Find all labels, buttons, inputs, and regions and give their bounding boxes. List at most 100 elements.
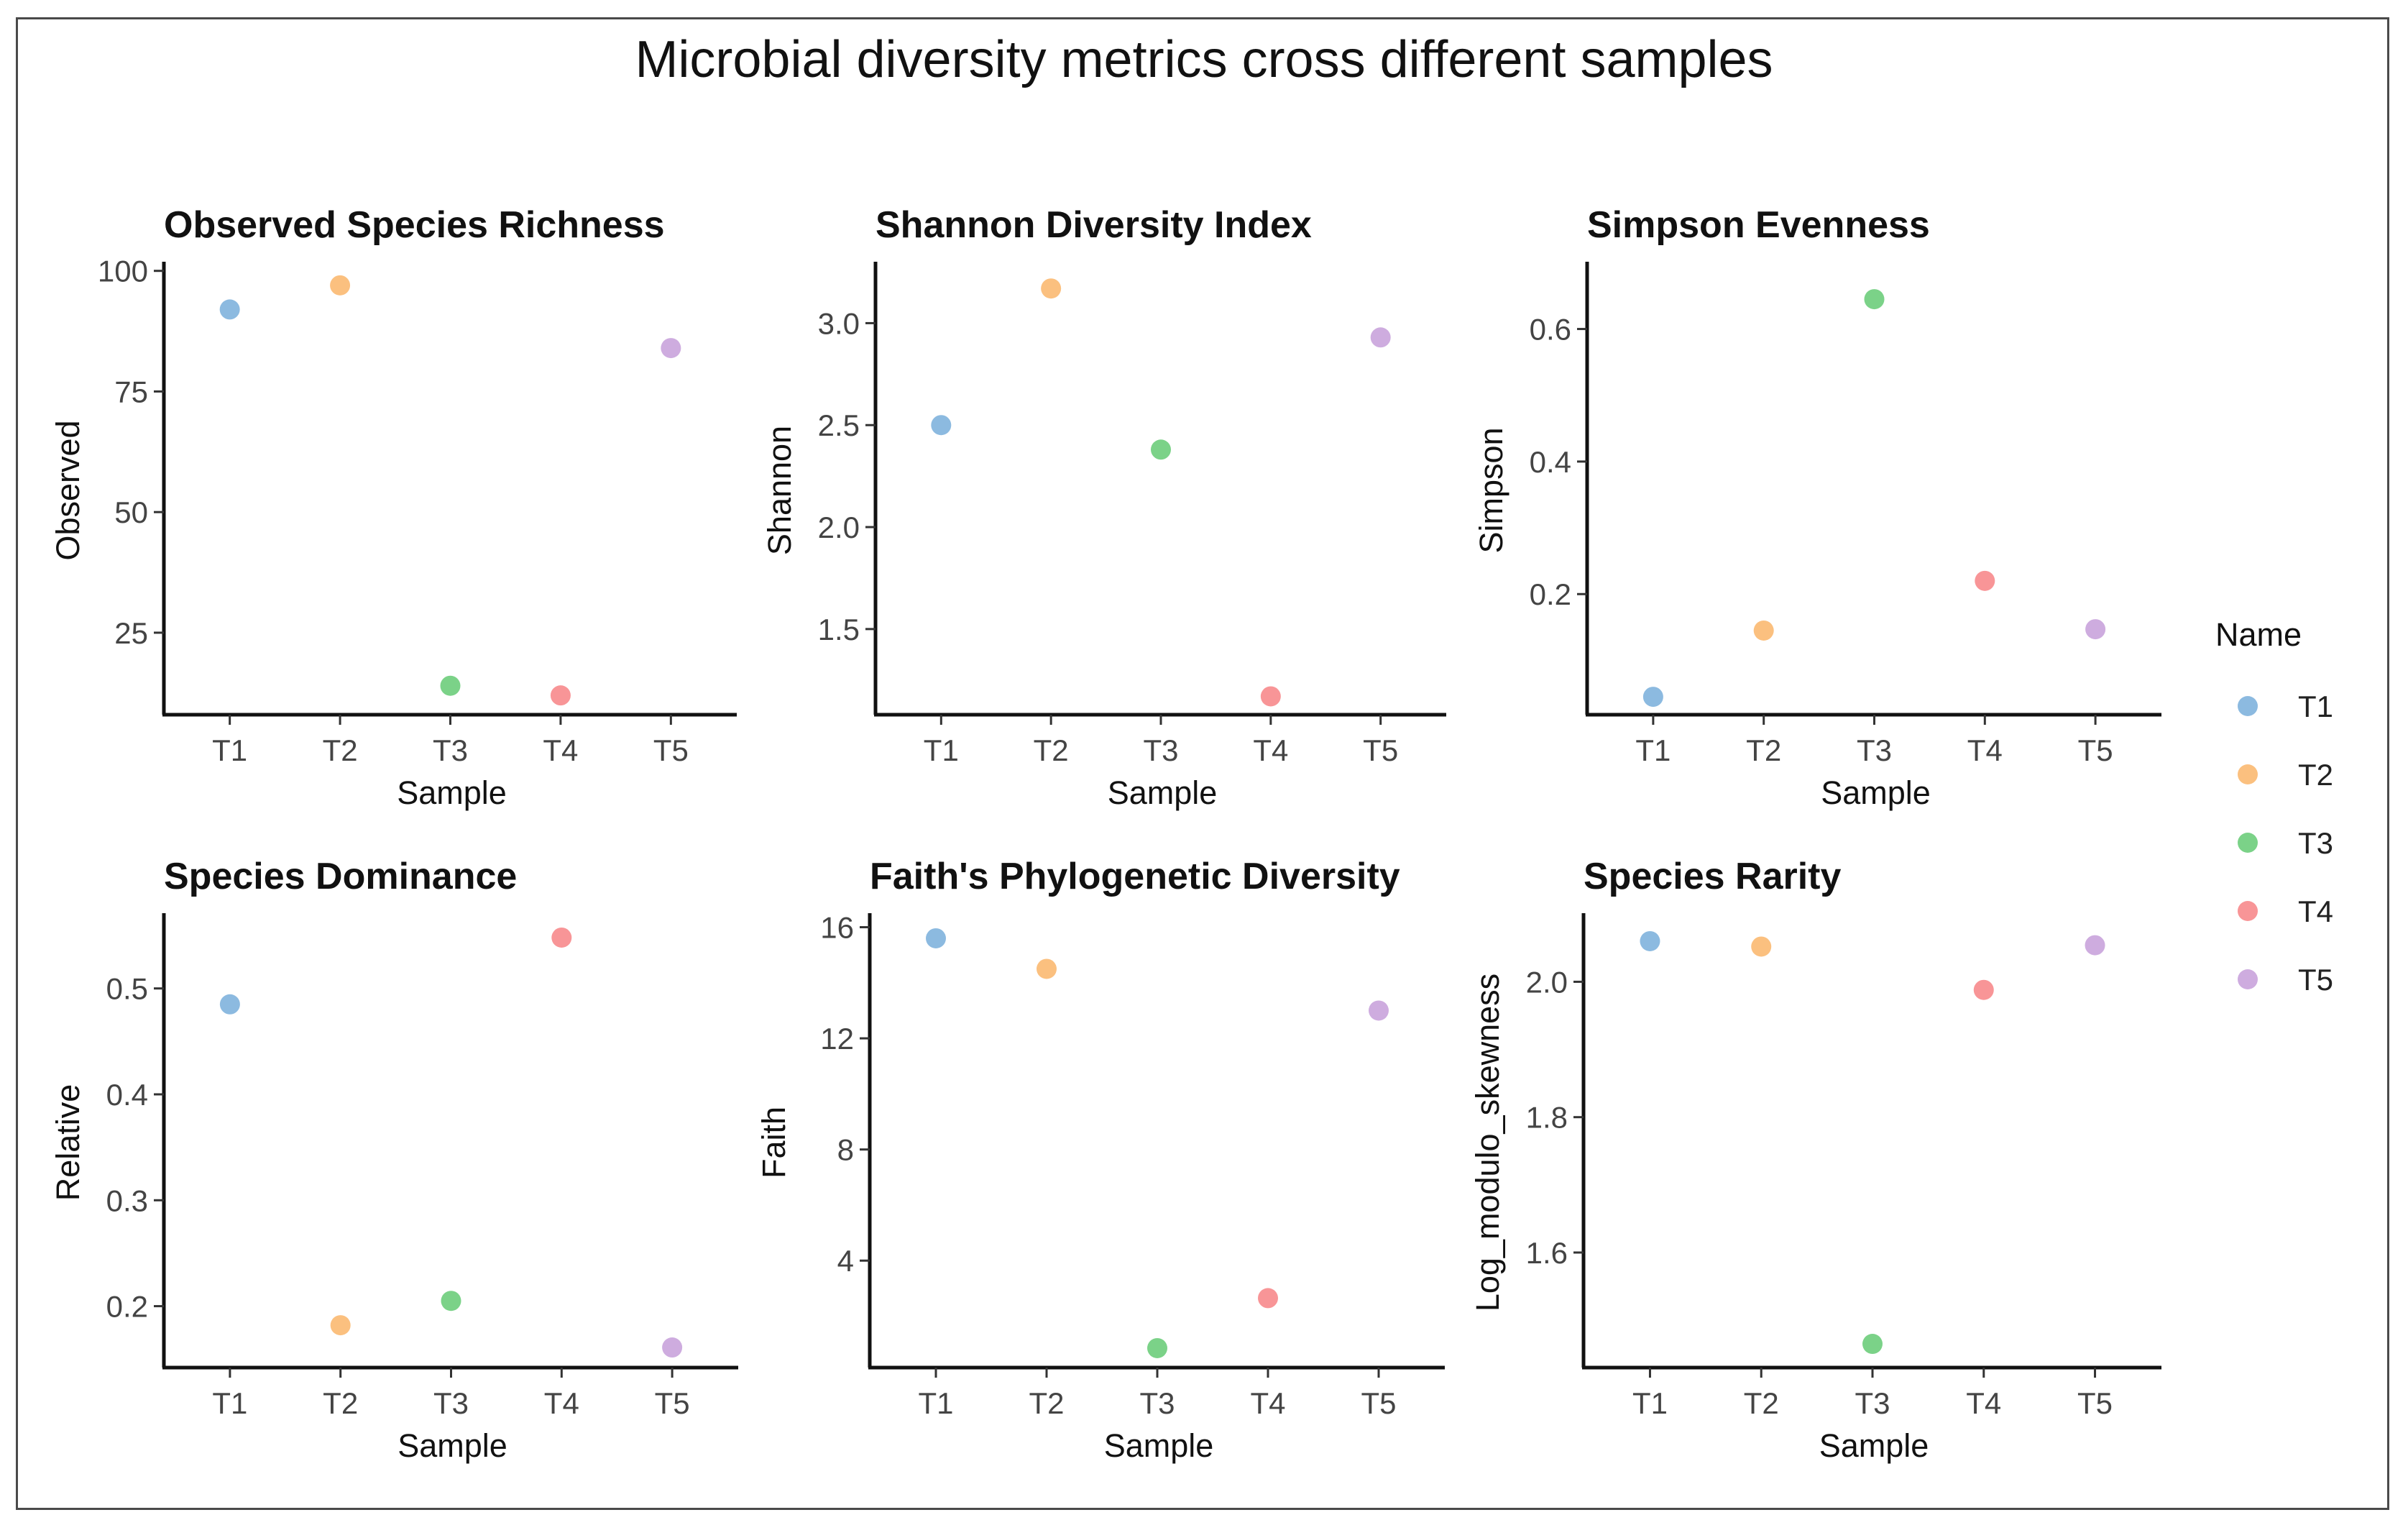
x-tick-label: T3 bbox=[433, 1386, 469, 1420]
data-point-t4 bbox=[1260, 686, 1281, 707]
y-tick-label: 1.8 bbox=[1526, 1101, 1568, 1135]
data-point-t3 bbox=[1864, 289, 1885, 310]
legend-key-t5 bbox=[2238, 969, 2258, 989]
y-tick-label: 75 bbox=[114, 375, 148, 408]
x-axis-title: Sample bbox=[397, 1427, 507, 1464]
x-tick-label: T2 bbox=[1746, 733, 1781, 767]
x-tick-label: T1 bbox=[212, 733, 247, 767]
y-tick-label: 3.0 bbox=[818, 306, 860, 340]
data-point-t5 bbox=[2085, 619, 2106, 640]
x-tick-label: T1 bbox=[212, 1386, 247, 1420]
panel-3: Simpson Evenness 0.2 0.4 0.6 T1 T2 T3 T4 T5 Sampl… bbox=[1473, 204, 2161, 811]
data-point-t5 bbox=[1369, 1000, 1389, 1021]
x-tick-label: T4 bbox=[1250, 1386, 1285, 1420]
data-point-t1 bbox=[1640, 930, 1660, 951]
legend-key-t2 bbox=[2238, 764, 2258, 784]
y-axis-title: Log_modulo_skewness bbox=[1469, 974, 1506, 1312]
x-axis-title: Sample bbox=[1819, 1427, 1929, 1464]
figure-title: Microbial diversity metrics cross differ… bbox=[635, 31, 1773, 88]
data-point-t5 bbox=[1370, 327, 1391, 348]
x-tick-label: T2 bbox=[323, 1386, 358, 1420]
y-tick-label: 4 bbox=[837, 1244, 854, 1278]
y-tick-label: 25 bbox=[114, 616, 148, 650]
x-tick-label: T5 bbox=[653, 733, 689, 767]
x-tick-label: T5 bbox=[1361, 1386, 1396, 1420]
data-point-t3 bbox=[1151, 439, 1171, 460]
y-tick-label: 100 bbox=[98, 255, 148, 288]
data-point-t1 bbox=[219, 994, 240, 1015]
legend-title: Name bbox=[2215, 616, 2302, 653]
y-tick-label: 0.5 bbox=[106, 972, 148, 1006]
legend-label: T5 bbox=[2298, 963, 2333, 997]
panel-title: Species Dominance bbox=[164, 856, 517, 897]
panel-1: Observed Species Richness 25 50 75 100 T1 T2 T3… bbox=[50, 204, 737, 811]
y-axis-title: Simpson bbox=[1473, 427, 1509, 553]
legend-label: T3 bbox=[2298, 826, 2333, 860]
legend-label: T2 bbox=[2298, 758, 2333, 792]
panel-4: Species Dominance 0.2 0.3 0.4 0.5 T1 T2 T3 T4 T5 S… bbox=[50, 856, 738, 1464]
data-point-t1 bbox=[1642, 687, 1663, 708]
data-point-t3 bbox=[1147, 1337, 1167, 1358]
y-axis-title: Relative bbox=[50, 1084, 86, 1201]
data-point-t4 bbox=[550, 685, 571, 706]
data-point-t3 bbox=[440, 675, 461, 696]
legend-label: T1 bbox=[2298, 690, 2333, 723]
x-tick-label: T5 bbox=[1363, 733, 1398, 767]
panel-title: Shannon Diversity Index bbox=[876, 204, 1312, 246]
data-point-t5 bbox=[661, 338, 681, 359]
data-point-t1 bbox=[931, 415, 952, 436]
y-tick-label: 1.5 bbox=[818, 613, 860, 646]
x-tick-label: T3 bbox=[1855, 1386, 1890, 1420]
x-tick-label: T1 bbox=[1632, 1386, 1668, 1420]
y-tick-label: 0.4 bbox=[106, 1078, 148, 1112]
data-point-t4 bbox=[551, 927, 572, 948]
x-axis-title: Sample bbox=[1108, 774, 1218, 811]
data-point-t2 bbox=[1753, 620, 1774, 641]
data-point-t1 bbox=[219, 299, 240, 320]
data-point-t4 bbox=[1973, 979, 1994, 1000]
y-tick-label: 1.6 bbox=[1526, 1236, 1568, 1270]
y-tick-label: 8 bbox=[837, 1133, 854, 1167]
data-point-t2 bbox=[1041, 278, 1062, 299]
x-tick-label: T2 bbox=[1034, 733, 1069, 767]
x-tick-label: T5 bbox=[2077, 1386, 2113, 1420]
x-tick-label: T3 bbox=[1139, 1386, 1175, 1420]
data-point-t4 bbox=[1975, 570, 1995, 591]
legend-key-t3 bbox=[2238, 833, 2258, 853]
data-point-t5 bbox=[2085, 935, 2105, 956]
y-axis-title: Faith bbox=[755, 1107, 792, 1178]
data-point-t3 bbox=[1862, 1334, 1883, 1355]
y-tick-label: 0.2 bbox=[106, 1290, 148, 1324]
x-tick-label: T5 bbox=[655, 1386, 690, 1420]
x-tick-label: T1 bbox=[1635, 733, 1671, 767]
y-tick-label: 12 bbox=[820, 1022, 854, 1056]
x-tick-label: T4 bbox=[1253, 733, 1288, 767]
x-tick-label: T5 bbox=[2078, 733, 2113, 767]
y-tick-label: 0.3 bbox=[106, 1184, 148, 1217]
x-tick-label: T4 bbox=[543, 733, 578, 767]
x-tick-label: T2 bbox=[323, 733, 358, 767]
panel-2: Shannon Diversity Index 1.5 2.0 2.5 3.0 T1 T2 T… bbox=[761, 204, 1446, 811]
x-tick-label: T4 bbox=[1967, 733, 2003, 767]
legend-key-t4 bbox=[2238, 901, 2258, 921]
x-tick-label: T4 bbox=[544, 1386, 579, 1420]
data-point-t2 bbox=[1037, 958, 1057, 979]
figure-frame bbox=[16, 17, 2389, 1510]
data-point-t3 bbox=[441, 1291, 461, 1312]
panel-title: Simpson Evenness bbox=[1587, 204, 1930, 246]
y-axis-title: Observed bbox=[50, 420, 86, 560]
x-tick-label: T4 bbox=[1966, 1386, 2001, 1420]
x-axis-title: Sample bbox=[1104, 1427, 1214, 1464]
data-point-t2 bbox=[330, 275, 351, 296]
panel-title: Observed Species Richness bbox=[164, 204, 665, 246]
y-tick-label: 50 bbox=[114, 495, 148, 529]
y-tick-label: 16 bbox=[820, 911, 854, 945]
y-tick-label: 2.0 bbox=[1526, 965, 1568, 999]
x-tick-label: T1 bbox=[924, 733, 959, 767]
legend-label: T4 bbox=[2298, 894, 2333, 928]
data-point-t1 bbox=[926, 928, 946, 948]
y-axis-title: Shannon bbox=[761, 426, 798, 555]
y-tick-label: 0.6 bbox=[1530, 313, 1571, 347]
legend-key-t1 bbox=[2238, 696, 2258, 716]
